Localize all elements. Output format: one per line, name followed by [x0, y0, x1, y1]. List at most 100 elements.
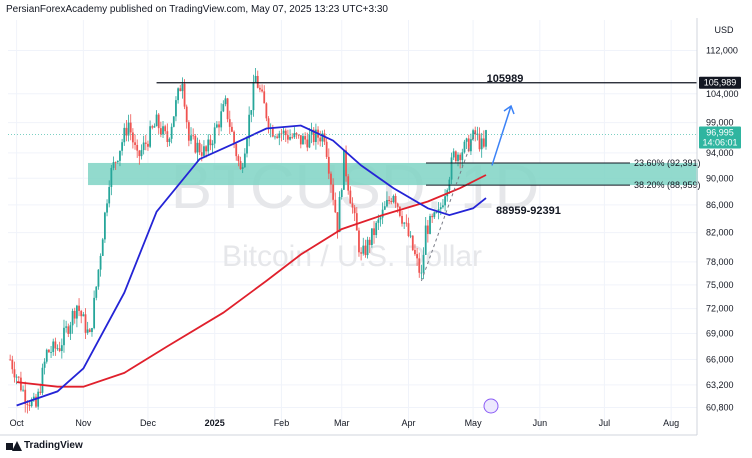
- candle-body: [91, 328, 93, 333]
- ma-fast-line: [16, 124, 487, 407]
- time-tick-label: Mar: [334, 418, 350, 428]
- candle-body: [172, 116, 175, 127]
- candle-body: [394, 195, 397, 204]
- candle-body: [243, 153, 246, 168]
- candle-body: [405, 222, 408, 224]
- candle-body: [157, 114, 160, 129]
- candle-body: [231, 126, 233, 132]
- time-tick-label: Apr: [401, 418, 415, 428]
- candle-body: [418, 258, 421, 273]
- tradingview-footer[interactable]: TradingView: [6, 440, 83, 451]
- time-tick-label: May: [465, 418, 483, 428]
- price-tick-label: 63,200: [706, 380, 734, 390]
- candle-body: [224, 98, 227, 105]
- candle-body: [218, 124, 220, 128]
- candle-body: [43, 361, 46, 368]
- candle-body: [358, 230, 360, 253]
- demand-zone: [88, 162, 698, 186]
- candle-body: [147, 143, 149, 147]
- candle-body: [398, 206, 401, 216]
- candle-body: [116, 160, 119, 163]
- candle-body: [155, 114, 158, 127]
- candle-body: [213, 127, 216, 144]
- candle-body: [54, 341, 57, 349]
- candle-body: [388, 199, 391, 202]
- candle-body: [345, 150, 347, 177]
- candle-body: [457, 154, 459, 162]
- candle-body: [454, 151, 457, 162]
- candle-body: [461, 152, 464, 161]
- candle-body: [414, 249, 416, 255]
- candle-body: [467, 138, 470, 152]
- candle-body: [112, 162, 115, 168]
- candle-body: [181, 83, 184, 92]
- candle-body: [299, 135, 302, 145]
- candle-body: [196, 142, 199, 153]
- candle-body: [304, 136, 307, 140]
- price-axis: USD 112,000 104,000 99,000 94,000 90,000 86,00…: [696, 18, 741, 435]
- candle-body: [411, 235, 414, 250]
- projection-arrow: [491, 105, 512, 166]
- candle-body: [254, 75, 257, 83]
- candle-body: [168, 138, 171, 143]
- annotations: 105989 23.60% (92,391) 38.20% (88,959) 8895…: [8, 73, 701, 414]
- candle-body: [256, 75, 259, 88]
- candle-body: [485, 130, 487, 147]
- candle-body: [233, 131, 235, 144]
- candle-body: [351, 203, 354, 208]
- countdown-label: 14:06:01: [702, 138, 737, 148]
- candle-body: [67, 326, 70, 334]
- price-tick-label: 78,000: [706, 257, 734, 267]
- resistance-badge-label: 105,989: [704, 78, 737, 88]
- price-tick-label: 82,000: [706, 228, 734, 238]
- candle-body: [80, 310, 83, 317]
- candle-body: [110, 167, 113, 187]
- candle-body: [58, 348, 61, 352]
- candle-body: [308, 134, 311, 148]
- candle-body: [433, 212, 436, 218]
- candle-body: [203, 146, 205, 156]
- candle-body: [97, 269, 100, 287]
- candle-body: [293, 133, 296, 138]
- candle-body: [194, 135, 197, 153]
- candle-body: [452, 151, 455, 158]
- price-tick-label: 69,000: [706, 329, 734, 339]
- candle-body: [429, 216, 431, 234]
- candle-body: [125, 127, 128, 136]
- candle-body: [65, 326, 68, 328]
- candle-body: [13, 369, 16, 378]
- candle-body: [252, 82, 255, 111]
- candle-body: [138, 150, 141, 157]
- candle-body: [88, 329, 91, 333]
- candle-body: [114, 162, 117, 163]
- candle-body: [332, 184, 335, 200]
- candle-body: [136, 144, 139, 151]
- currency-label: USD: [714, 25, 734, 35]
- candle-body: [20, 377, 22, 391]
- candle-body: [198, 142, 201, 153]
- candle-body: [450, 157, 453, 180]
- time-tick-label: Feb: [274, 418, 290, 428]
- candle-body: [439, 207, 442, 210]
- price-tick-label: 104,000: [706, 89, 739, 99]
- candle-body: [444, 196, 446, 206]
- candle-body: [287, 135, 289, 140]
- candle-body: [360, 252, 363, 254]
- candle-body: [276, 136, 279, 138]
- ma-slow-line: [16, 174, 487, 388]
- candle-body: [435, 212, 438, 214]
- candle-body: [86, 329, 89, 333]
- candle-body: [142, 142, 145, 151]
- price-tick-label: 60,800: [706, 402, 734, 412]
- candle-body: [306, 139, 309, 148]
- candle-body: [50, 351, 52, 353]
- candle-body: [52, 341, 55, 352]
- candle-body: [366, 239, 369, 256]
- price-tick-label: 66,000: [706, 355, 734, 365]
- candle-body: [103, 212, 106, 240]
- candle-body: [353, 207, 356, 214]
- candle-body: [15, 376, 18, 378]
- candle-body: [295, 133, 298, 135]
- candle-body: [41, 367, 44, 393]
